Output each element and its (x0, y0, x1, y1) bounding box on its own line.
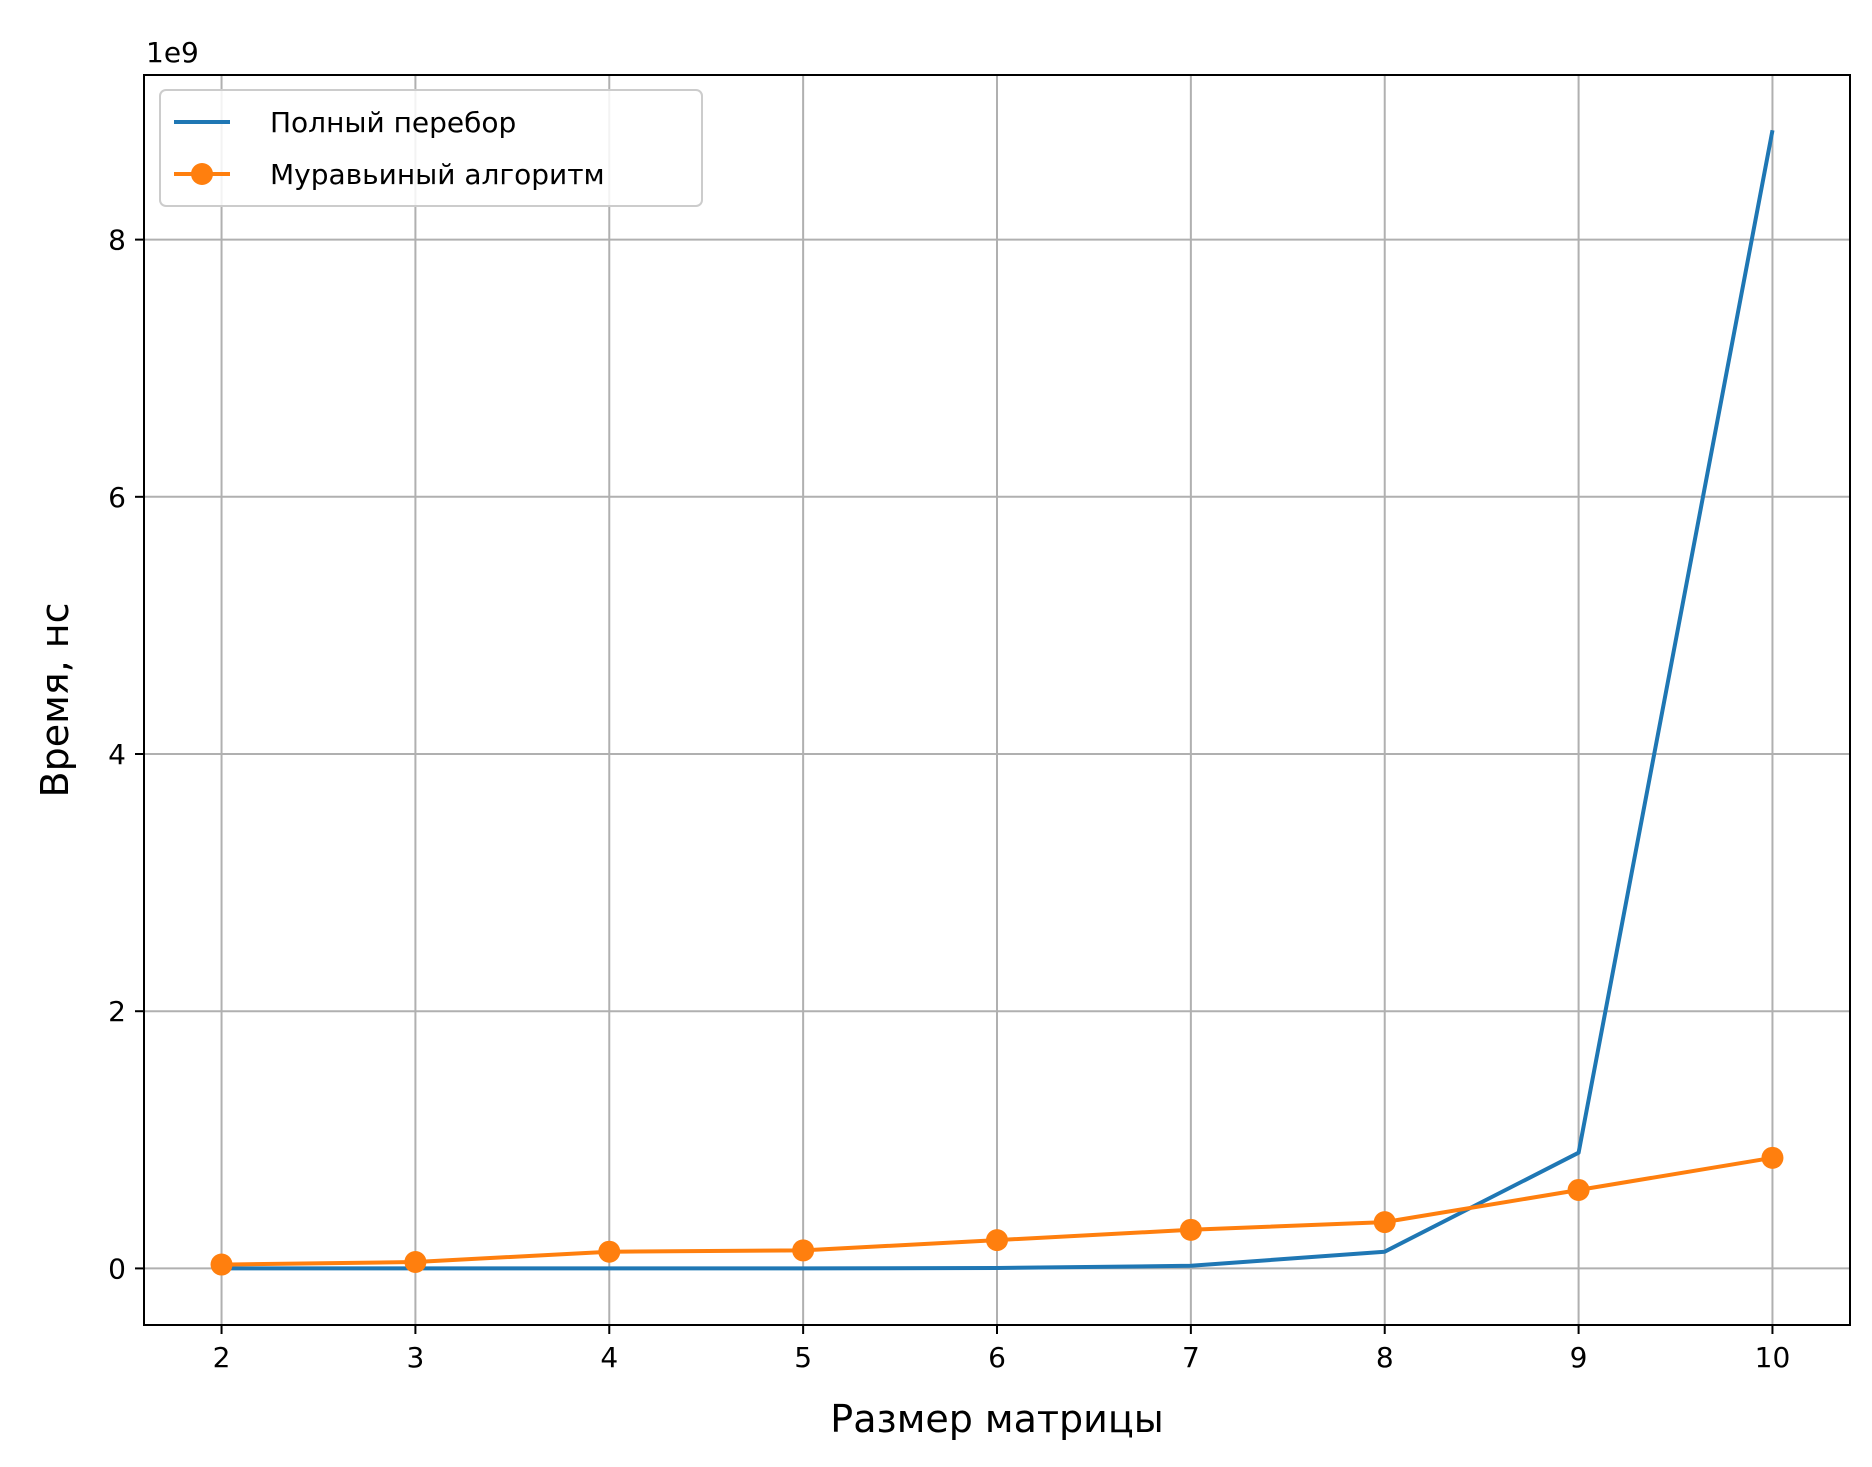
series-1 (221, 129, 1775, 1271)
x-tick-label: 4 (600, 1341, 618, 1374)
legend-box (159, 89, 703, 207)
data-point (210, 1253, 233, 1276)
y-tick-label: 0 (108, 1252, 126, 1285)
legend-label: Муравьиный алгоритм (270, 158, 605, 191)
legend-marker (191, 163, 213, 185)
y-offset-label: 1e9 (146, 36, 199, 69)
data-point (1373, 1211, 1396, 1234)
x-axis-label: Размер матрицы (830, 1397, 1163, 1441)
x-tick-label: 5 (794, 1341, 812, 1374)
y-tick-label: 8 (108, 224, 126, 257)
data-point (792, 1239, 815, 1262)
x-tick-label: 10 (1755, 1341, 1791, 1374)
legend-item: Полный перебор (174, 106, 516, 139)
y-axis-label: Время, нс (33, 603, 77, 798)
series-line (221, 129, 1775, 1271)
y-tick-label: 4 (108, 738, 126, 771)
y-tick-label: 2 (108, 995, 126, 1028)
x-tick-label: 6 (988, 1341, 1006, 1374)
x-tick-label: 7 (1182, 1341, 1200, 1374)
data-point (1567, 1178, 1590, 1201)
data-point (986, 1229, 1008, 1252)
legend: Полный перебор Муравьиный алгоритм (159, 89, 703, 207)
x-tick-label: 2 (213, 1341, 231, 1374)
series-2 (210, 1146, 1784, 1276)
data-point (404, 1250, 427, 1273)
legend-item: Муравьиный алгоритм (174, 158, 605, 191)
series-layer (210, 129, 1784, 1276)
data-point (598, 1240, 621, 1263)
legend-label: Полный перебор (270, 106, 516, 139)
y-tick-label: 6 (108, 481, 126, 514)
data-point (1761, 1146, 1784, 1169)
x-tick-label: 8 (1376, 1341, 1394, 1374)
x-tick-label: 9 (1570, 1341, 1588, 1374)
ticks: 2 3 4 5 6 7 8 9 10 0 2 4 6 8 (108, 224, 1790, 1374)
x-tick-label: 3 (406, 1341, 424, 1374)
data-point (1179, 1218, 1202, 1241)
